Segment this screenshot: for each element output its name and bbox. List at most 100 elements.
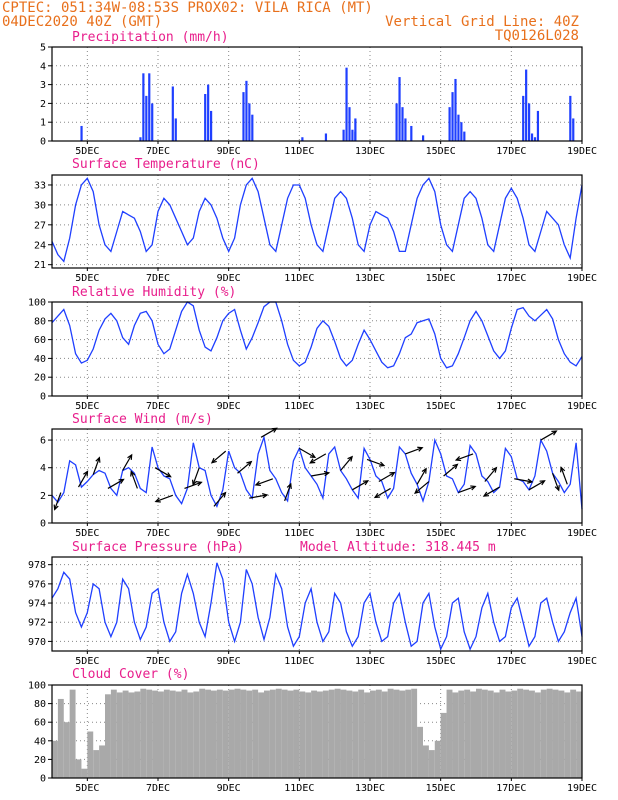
temp-panel: Surface Temperature (nC) 21 24 27 30 33 5DEC 7D… bbox=[34, 157, 597, 284]
cloud-cover-bar bbox=[570, 689, 577, 778]
cloud-cover-bar bbox=[134, 691, 141, 778]
cloud-cover-bar bbox=[140, 688, 147, 778]
wind-arrow bbox=[528, 480, 546, 491]
cloud-cover-bar bbox=[211, 690, 217, 778]
precip-bar bbox=[142, 73, 145, 141]
cloud-cover-bar bbox=[105, 694, 111, 778]
wind-arrow bbox=[458, 485, 477, 494]
cloud-cover-bar bbox=[558, 690, 565, 778]
x-tick-label: 11DEC bbox=[284, 273, 314, 284]
wind-arrow bbox=[284, 482, 292, 502]
cloud-cover-bar bbox=[546, 688, 553, 778]
x-tick-label: 15DEC bbox=[426, 401, 456, 412]
y-tick-label: 40 bbox=[34, 354, 46, 365]
x-tick-label: 9DEC bbox=[217, 273, 241, 284]
cloud-cover-bar bbox=[128, 692, 135, 778]
cloud-cover-bar bbox=[163, 689, 170, 778]
cloud-cover-bar bbox=[240, 689, 247, 778]
x-tick-label: 15DEC bbox=[426, 146, 456, 157]
wind-arrow bbox=[366, 458, 386, 467]
cloud-cover-bar bbox=[52, 740, 58, 778]
cloud-cover-bar bbox=[99, 745, 105, 778]
wind-arrow bbox=[254, 478, 274, 487]
precip-bar bbox=[451, 92, 454, 141]
precip-bar bbox=[533, 137, 537, 141]
cloud-cover-bar bbox=[146, 689, 153, 778]
cloud-cover-bar bbox=[493, 692, 500, 778]
precip-bar bbox=[248, 103, 251, 141]
precip-bar bbox=[342, 129, 345, 141]
x-tick-label: 7DEC bbox=[146, 528, 170, 539]
cloud-cover-bar bbox=[57, 698, 64, 778]
precip-bar bbox=[245, 80, 248, 141]
cloud-cover-bar bbox=[299, 691, 306, 778]
y-tick-label: 24 bbox=[34, 240, 46, 251]
cloud-cover-bar bbox=[187, 692, 194, 778]
cloud-cover-bar bbox=[511, 690, 518, 778]
rh-line bbox=[51, 301, 583, 369]
cloud-cover-bar bbox=[110, 689, 117, 778]
wind-arrow bbox=[414, 481, 430, 494]
precip-bar bbox=[251, 114, 254, 141]
wind-arrow bbox=[237, 460, 253, 474]
x-tick-label: 9DEC bbox=[217, 528, 241, 539]
x-tick-label: 5DEC bbox=[75, 401, 99, 412]
panels: Precipitation (mm/h) 0 1 2 3 4 5 5DEC 7DEC 9DEC 11… bbox=[28, 30, 597, 794]
wind-arrow bbox=[352, 480, 370, 491]
wind-arrow bbox=[154, 494, 173, 503]
wind-frame bbox=[51, 428, 583, 524]
cloud-cover-bar bbox=[264, 690, 270, 778]
cloud-cover-bar bbox=[340, 689, 347, 778]
precip-bar bbox=[457, 114, 460, 141]
precip-bar bbox=[242, 92, 245, 141]
rh-panel: Relative Humidity (%) 0 20 40 60 80 100 5DEC 7DE… bbox=[28, 285, 597, 412]
cloud-cover-bar bbox=[346, 690, 353, 778]
wind-arrow bbox=[309, 453, 327, 464]
precip-bar bbox=[522, 95, 525, 141]
cloud-cover-bar bbox=[352, 691, 359, 778]
wind-arrow bbox=[130, 470, 138, 489]
cloud-cover-bar bbox=[228, 689, 235, 778]
pressure-line bbox=[51, 562, 583, 651]
cloud-cover-bar bbox=[381, 691, 388, 778]
precip-bar bbox=[398, 77, 401, 141]
cloud-cover-bar bbox=[476, 688, 482, 778]
precip-bar bbox=[395, 103, 398, 141]
x-tick-label: 9DEC bbox=[217, 401, 241, 412]
cloud-cover-bar bbox=[169, 690, 176, 778]
y-tick-label: 972 bbox=[28, 618, 46, 629]
y-tick-label: 80 bbox=[34, 316, 46, 327]
cloud-cover-bar bbox=[246, 690, 253, 778]
y-tick-label: 30 bbox=[34, 200, 46, 211]
cloud-cover-bar bbox=[234, 688, 241, 778]
cloud-cover-bar bbox=[458, 690, 465, 778]
y-tick-label: 976 bbox=[28, 579, 46, 590]
cloud-cover-bar bbox=[122, 690, 129, 778]
precip-bar bbox=[410, 125, 413, 141]
cloud-cover-bar bbox=[317, 691, 323, 778]
cloud-cover-bar bbox=[69, 689, 76, 778]
header-station: CPTEC: 051:34W-08:53S PROX02: VILA RICA … bbox=[2, 0, 373, 16]
cloud-cover-bar bbox=[428, 750, 435, 778]
x-tick-label: 19DEC bbox=[567, 273, 597, 284]
precip-bar bbox=[422, 135, 425, 141]
precip-bar bbox=[324, 133, 328, 141]
cloud-cover-bar bbox=[322, 690, 329, 778]
x-tick-label: 5DEC bbox=[75, 528, 99, 539]
x-tick-label: 11DEC bbox=[284, 401, 314, 412]
wind-arrow bbox=[484, 466, 498, 482]
cloud-cover-bar bbox=[375, 689, 382, 778]
precip-bar bbox=[210, 110, 213, 141]
y-tick-label: 4 bbox=[40, 61, 46, 72]
y-tick-label: 80 bbox=[34, 699, 46, 710]
y-tick-label: 6 bbox=[40, 436, 46, 447]
x-tick-label: 19DEC bbox=[567, 146, 597, 157]
cloud-cover-bar bbox=[481, 689, 488, 778]
cloud-cover-bar bbox=[387, 688, 394, 778]
y-tick-label: 100 bbox=[28, 298, 46, 309]
cloud-cover-bar bbox=[205, 689, 211, 778]
y-tick-label: 978 bbox=[28, 560, 46, 571]
wind-arrow bbox=[373, 487, 391, 499]
x-tick-label: 11DEC bbox=[284, 783, 314, 794]
y-tick-label: 974 bbox=[28, 599, 46, 610]
